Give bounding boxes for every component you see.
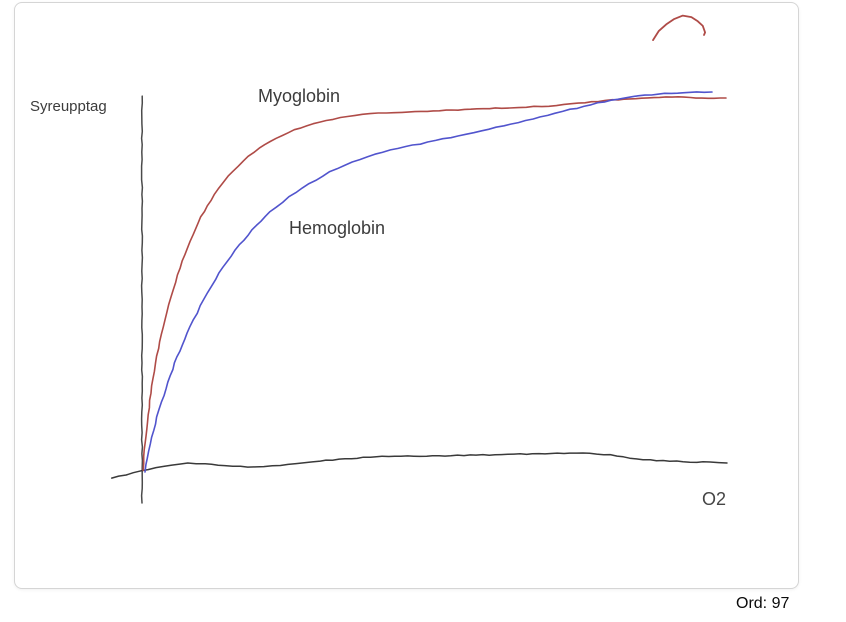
word-score-text: Ord: 97 bbox=[736, 595, 790, 612]
hemoglobin-curve-label: Hemoglobin bbox=[289, 218, 386, 238]
hemoglobin-curve bbox=[144, 91, 713, 473]
y-axis-label: Syreupptag bbox=[30, 98, 107, 115]
y-axis-line bbox=[140, 95, 144, 504]
drawing-board[interactable] bbox=[14, 2, 799, 589]
stray-red-arc bbox=[652, 14, 706, 41]
x-axis-label: O2 bbox=[702, 489, 727, 509]
x-baseline bbox=[110, 452, 728, 479]
myoglobin-curve bbox=[142, 96, 727, 472]
myoglobin-curve-label: Myoglobin bbox=[258, 86, 341, 106]
